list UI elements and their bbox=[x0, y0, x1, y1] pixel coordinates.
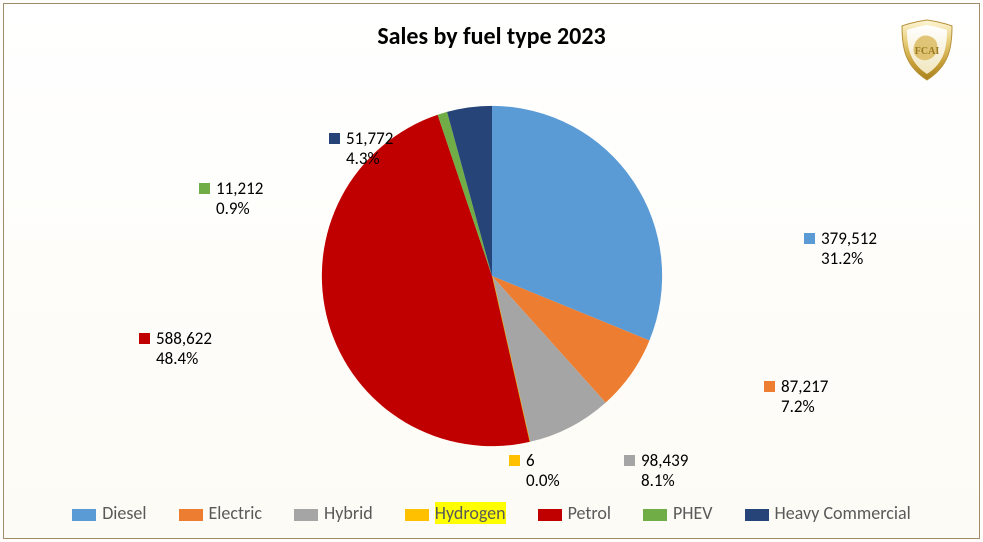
legend-item-hybrid: Hybrid bbox=[294, 502, 373, 524]
label-marker-icon bbox=[764, 381, 775, 392]
label-value: 6 bbox=[526, 450, 535, 471]
legend-label: Electric bbox=[209, 502, 263, 524]
legend-swatch-icon bbox=[294, 509, 318, 521]
label-value: 588,622 bbox=[156, 328, 212, 349]
label-pct: 8.1% bbox=[624, 471, 688, 491]
label-marker-icon bbox=[199, 183, 210, 194]
label-value: 11,212 bbox=[216, 178, 263, 199]
legend-swatch-icon bbox=[538, 509, 562, 521]
label-pct: 0.0% bbox=[509, 471, 560, 491]
legend-label: Hybrid bbox=[324, 502, 373, 524]
label-marker-icon bbox=[139, 333, 150, 344]
legend-item-hydrogen: Hydrogen bbox=[405, 502, 506, 524]
label-value: 379,512 bbox=[821, 228, 877, 249]
legend-item-electric: Electric bbox=[179, 502, 263, 524]
chart-frame: Sales by fuel type 2023 FCAI bbox=[3, 3, 980, 539]
data-label-phev: 11,2120.9% bbox=[199, 179, 263, 220]
label-value: 51,772 bbox=[346, 128, 393, 149]
legend: Diesel Electric Hybrid Hydrogen Petrol PHEV He… bbox=[4, 502, 979, 524]
label-pct: 4.3% bbox=[329, 149, 393, 169]
data-label-diesel: 379,51231.2% bbox=[804, 229, 877, 270]
label-pct: 31.2% bbox=[804, 249, 877, 269]
data-label-hydrogen: 60.0% bbox=[509, 451, 560, 492]
chart-area: 379,51231.2%87,2177.2%98,4398.1%60.0%588… bbox=[4, 59, 979, 478]
label-pct: 48.4% bbox=[139, 349, 212, 369]
legend-swatch-icon bbox=[72, 509, 96, 521]
data-label-petrol: 588,62248.4% bbox=[139, 329, 212, 370]
legend-label: Heavy Commercial bbox=[775, 502, 911, 524]
label-value: 98,439 bbox=[641, 450, 688, 471]
legend-label: Petrol bbox=[568, 502, 611, 524]
label-marker-icon bbox=[624, 455, 635, 466]
legend-swatch-icon bbox=[405, 509, 429, 521]
label-pct: 7.2% bbox=[764, 397, 828, 417]
legend-label: Hydrogen bbox=[435, 502, 506, 524]
legend-label: PHEV bbox=[673, 502, 713, 524]
label-value: 87,217 bbox=[781, 376, 828, 397]
label-marker-icon bbox=[329, 133, 340, 144]
chart-title: Sales by fuel type 2023 bbox=[4, 22, 979, 51]
data-label-electric: 87,2177.2% bbox=[764, 377, 828, 418]
legend-swatch-icon bbox=[745, 509, 769, 521]
legend-item-phev: PHEV bbox=[643, 502, 713, 524]
legend-item-petrol: Petrol bbox=[538, 502, 611, 524]
legend-swatch-icon bbox=[179, 509, 203, 521]
label-marker-icon bbox=[804, 233, 815, 244]
data-label-heavy-commercial: 51,7724.3% bbox=[329, 129, 393, 170]
label-marker-icon bbox=[509, 455, 520, 466]
legend-item-diesel: Diesel bbox=[72, 502, 146, 524]
data-label-hybrid: 98,4398.1% bbox=[624, 451, 688, 492]
legend-label: Diesel bbox=[102, 502, 146, 524]
label-pct: 0.9% bbox=[199, 199, 263, 219]
legend-swatch-icon bbox=[643, 509, 667, 521]
legend-item-heavy-commercial: Heavy Commercial bbox=[745, 502, 911, 524]
svg-text:FCAI: FCAI bbox=[915, 46, 940, 57]
